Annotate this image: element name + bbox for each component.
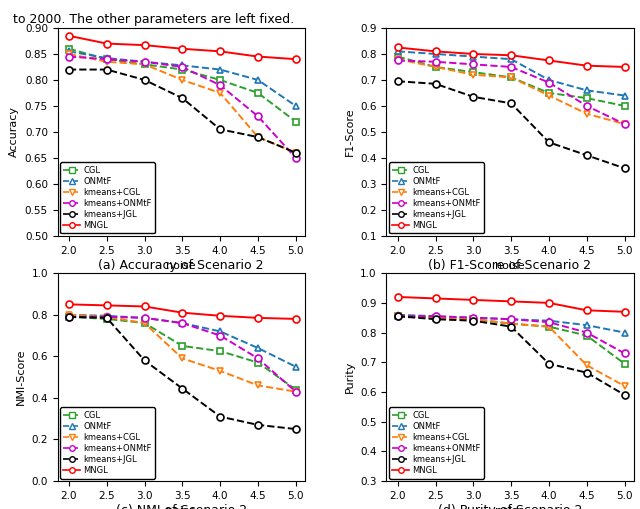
Text: (b) F1-Score of Scenario 2: (b) F1-Score of Scenario 2 xyxy=(429,259,591,272)
Y-axis label: F1-Score: F1-Score xyxy=(344,107,355,156)
X-axis label: noise: noise xyxy=(495,261,525,271)
Text: (a) Accuracy of Scenario 2: (a) Accuracy of Scenario 2 xyxy=(99,259,264,272)
X-axis label: noise: noise xyxy=(166,261,196,271)
Legend: CGL, ONMtF, kmeans+CGL, kmeans+ONMtF, kmeans+JGL, MNGL: CGL, ONMtF, kmeans+CGL, kmeans+ONMtF, km… xyxy=(389,407,484,478)
Text: (d) Purity of Scenario 2: (d) Purity of Scenario 2 xyxy=(438,504,582,509)
Legend: CGL, ONMtF, kmeans+CGL, kmeans+ONMtF, kmeans+JGL, MNGL: CGL, ONMtF, kmeans+CGL, kmeans+ONMtF, km… xyxy=(60,407,155,478)
X-axis label: noise: noise xyxy=(166,506,196,509)
Legend: CGL, ONMtF, kmeans+CGL, kmeans+ONMtF, kmeans+JGL, MNGL: CGL, ONMtF, kmeans+CGL, kmeans+ONMtF, km… xyxy=(389,162,484,233)
X-axis label: noise: noise xyxy=(495,506,525,509)
Text: to 2000. The other parameters are left fixed.: to 2000. The other parameters are left f… xyxy=(13,13,294,26)
Y-axis label: Purity: Purity xyxy=(344,361,355,393)
Y-axis label: Accuracy: Accuracy xyxy=(9,106,19,157)
Text: (c) NMI of Scenario 2: (c) NMI of Scenario 2 xyxy=(116,504,247,509)
Y-axis label: NMI-Score: NMI-Score xyxy=(16,349,26,405)
Legend: CGL, ONMtF, kmeans+CGL, kmeans+ONMtF, kmeans+JGL, MNGL: CGL, ONMtF, kmeans+CGL, kmeans+ONMtF, km… xyxy=(60,162,155,233)
